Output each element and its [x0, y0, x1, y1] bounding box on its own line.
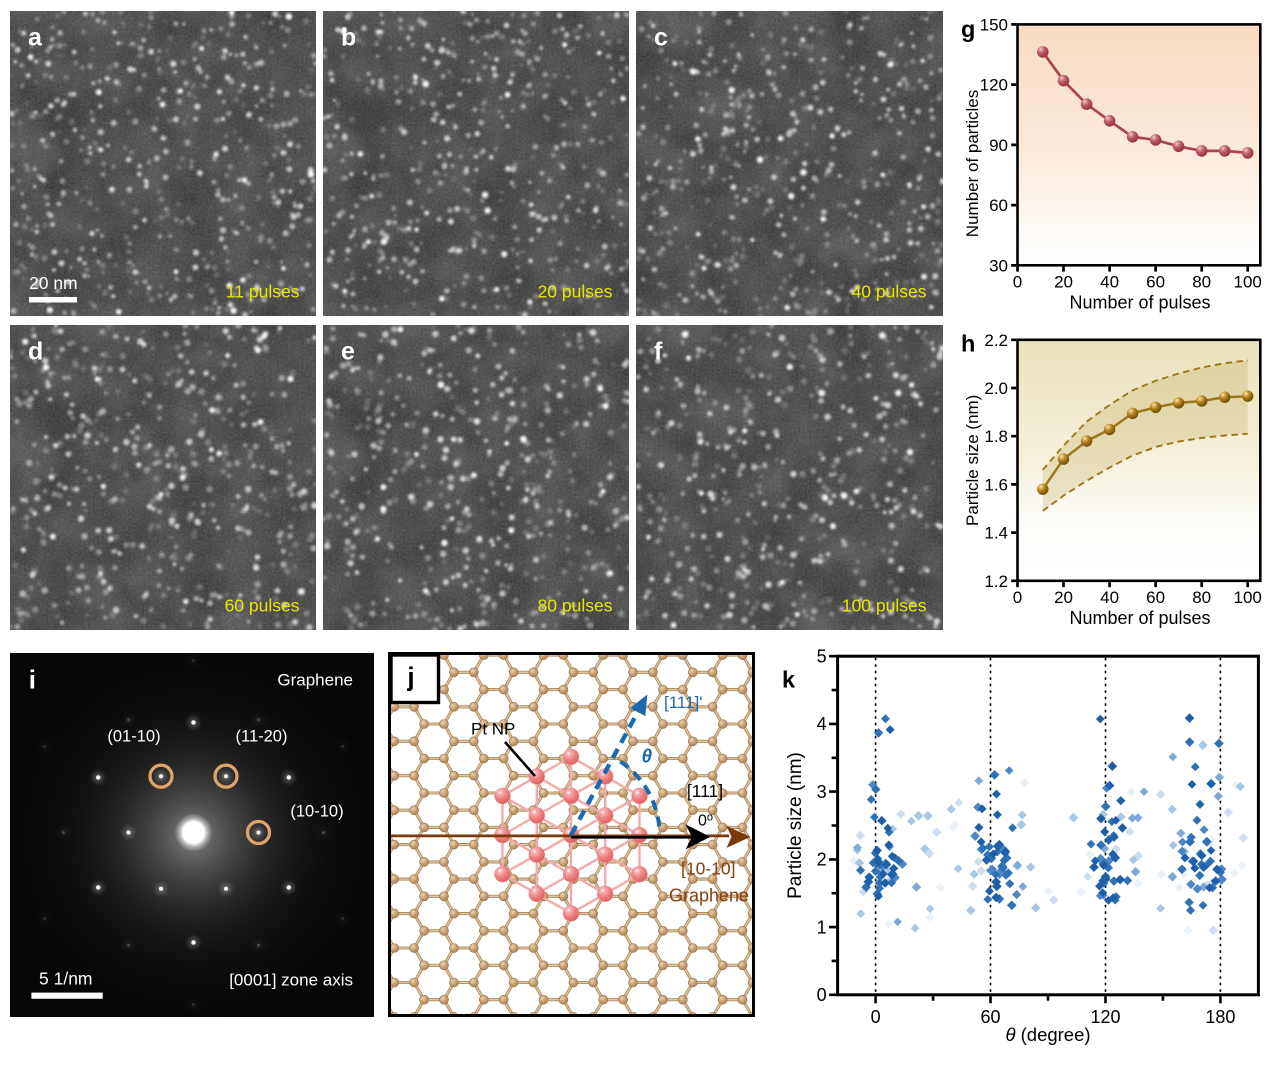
svg-text:4: 4	[817, 714, 827, 734]
svg-text:[111]: [111]	[687, 781, 723, 801]
svg-text:80 pulses: 80 pulses	[538, 596, 613, 616]
svg-text:g: g	[961, 16, 975, 42]
svg-text:11 pulses: 11 pulses	[226, 282, 300, 302]
svg-text:3: 3	[817, 782, 827, 802]
svg-text:100: 100	[1234, 588, 1262, 607]
svg-text:1.6: 1.6	[984, 475, 1008, 494]
svg-text:a: a	[28, 24, 43, 52]
svg-text:20 nm: 20 nm	[29, 273, 78, 293]
svg-text:(01-10): (01-10)	[107, 728, 160, 746]
svg-text:θ: θ	[642, 747, 653, 768]
svg-text:Particle size (nm): Particle size (nm)	[963, 395, 982, 526]
svg-text:f: f	[654, 338, 663, 366]
svg-text:90: 90	[989, 136, 1008, 155]
svg-text:θ (degree): θ (degree)	[1005, 1024, 1090, 1045]
svg-text:60: 60	[1146, 588, 1165, 607]
svg-text:0: 0	[871, 1007, 881, 1027]
svg-text:Number of particles: Number of particles	[963, 90, 982, 237]
svg-text:j: j	[406, 662, 414, 692]
svg-text:100 pulses: 100 pulses	[842, 596, 927, 616]
svg-text:1: 1	[817, 917, 827, 937]
svg-text:40: 40	[1100, 588, 1119, 607]
svg-text:40 pulses: 40 pulses	[852, 282, 927, 302]
svg-text:[0001] zone axis: [0001] zone axis	[229, 970, 353, 989]
svg-text:20: 20	[1054, 588, 1073, 607]
svg-text:0: 0	[817, 985, 827, 1005]
svg-text:b: b	[341, 24, 356, 52]
svg-text:Number of pulses: Number of pulses	[1069, 608, 1210, 628]
svg-text:1.8: 1.8	[984, 427, 1008, 446]
svg-text:20 pulses: 20 pulses	[538, 282, 613, 302]
svg-text:[111]': [111]'	[664, 693, 703, 712]
svg-text:30: 30	[989, 256, 1008, 275]
svg-text:120: 120	[1090, 1007, 1120, 1027]
svg-text:h: h	[961, 331, 975, 357]
svg-text:0: 0	[1013, 588, 1022, 607]
svg-text:Graphene: Graphene	[669, 886, 749, 906]
svg-text:40: 40	[1100, 272, 1119, 291]
svg-text:Graphene: Graphene	[277, 671, 353, 690]
svg-text:i: i	[29, 665, 36, 695]
svg-text:0: 0	[1013, 272, 1022, 291]
svg-text:80: 80	[1192, 588, 1211, 607]
svg-text:100: 100	[1234, 272, 1262, 291]
svg-text:1.4: 1.4	[984, 524, 1008, 543]
svg-text:60 pulses: 60 pulses	[225, 596, 300, 616]
svg-text:60: 60	[1146, 272, 1165, 291]
svg-text:120: 120	[980, 76, 1008, 95]
svg-text:1.2: 1.2	[984, 572, 1008, 591]
svg-text:20: 20	[1054, 272, 1073, 291]
svg-text:c: c	[654, 24, 668, 52]
svg-text:5 1/nm: 5 1/nm	[39, 969, 93, 989]
svg-text:[10-10]: [10-10]	[681, 859, 735, 879]
svg-text:Particle size (nm): Particle size (nm)	[785, 752, 806, 899]
svg-text:(10-10): (10-10)	[290, 803, 343, 821]
svg-text:2.2: 2.2	[984, 331, 1008, 350]
svg-text:2.0: 2.0	[984, 379, 1008, 398]
svg-text:80: 80	[1192, 272, 1211, 291]
svg-text:e: e	[341, 338, 355, 366]
svg-text:d: d	[28, 338, 43, 366]
svg-text:150: 150	[980, 15, 1008, 34]
svg-text:180: 180	[1205, 1007, 1235, 1027]
svg-text:Number of pulses: Number of pulses	[1069, 293, 1210, 313]
svg-text:Pt NP: Pt NP	[471, 720, 515, 739]
svg-text:60: 60	[981, 1007, 1001, 1027]
svg-text:k: k	[782, 667, 796, 693]
svg-text:5: 5	[817, 647, 827, 667]
svg-text:2: 2	[817, 850, 827, 870]
svg-text:60: 60	[989, 196, 1008, 215]
svg-text:(11-20): (11-20)	[236, 728, 288, 746]
